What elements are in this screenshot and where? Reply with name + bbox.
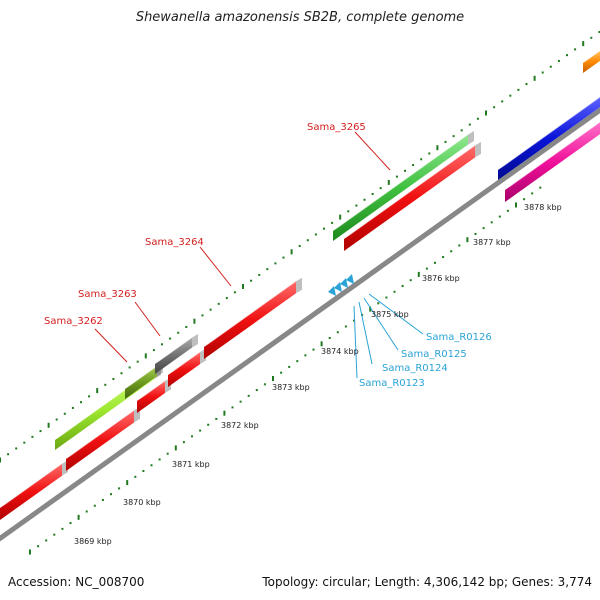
scale-label: 3876 kbp — [422, 274, 460, 283]
rna-label-sama-r0123: Sama_R0123 — [359, 378, 425, 389]
gene-bar-pink-top — [505, 122, 600, 190]
scale-label: 3875 kbp — [371, 310, 409, 319]
gene-bar-pink — [505, 122, 600, 202]
gene-bar-gray-end — [192, 333, 198, 348]
rna-label-sama-r0126: Sama_R0126 — [426, 332, 492, 343]
cds-bar-top — [168, 348, 206, 375]
cds-bar-top — [344, 141, 481, 239]
genome-backbone — [0, 107, 600, 542]
rna-marker — [340, 278, 348, 288]
gene-bar-green — [333, 134, 468, 241]
gene-label-sama-3263: Sama_3263 — [78, 289, 137, 300]
map-title: Shewanella amazonensis SB2B, complete ge… — [135, 10, 465, 25]
rna-marker — [328, 286, 336, 296]
gene-bar-olive-top — [125, 362, 163, 389]
gene-bar-blue-top — [498, 97, 600, 170]
scale-label: 3873 kbp — [272, 383, 310, 392]
cds-bar — [168, 352, 200, 387]
gene-bar-green-top — [333, 131, 474, 231]
cds-bar — [66, 410, 134, 471]
accession-text: Accession: NC_008700 — [8, 575, 145, 589]
scale-label: 3872 kbp — [221, 421, 259, 430]
rna-marker — [346, 274, 354, 284]
cds-bar-end — [475, 141, 481, 158]
gene-label-sama-3262: Sama_3262 — [44, 316, 103, 327]
gene-leaders — [94, 131, 391, 363]
rna-markers — [328, 274, 354, 296]
scale-label: 3870 kbp — [123, 498, 161, 507]
cds-bar-top — [66, 406, 140, 459]
cds-bar-top — [0, 460, 68, 508]
scale-label: 3871 kbp — [172, 460, 210, 469]
scale-label: 3877 kbp — [473, 238, 511, 247]
features — [0, 50, 600, 520]
gene-label-sama-3264: Sama_3264 — [145, 237, 204, 248]
rna-label-sama-r0125: Sama_R0125 — [401, 349, 467, 360]
tick-marks — [0, 31, 600, 555]
gene-bar-gray — [155, 337, 192, 374]
cds-bar — [137, 381, 165, 413]
genome-summary-text: Topology: circular; Length: 4,306,142 bp… — [262, 575, 592, 589]
gene-bar-gray-top — [155, 333, 198, 364]
cds-bar-top — [137, 377, 171, 401]
cds-bar-top — [204, 277, 302, 347]
rna-marker — [334, 282, 342, 292]
gene-bar-green-end — [468, 131, 474, 145]
gene-label-sama-3265: Sama_3265 — [307, 122, 366, 133]
scale-label: 3869 kbp — [74, 537, 112, 546]
gene-bar-olive — [125, 366, 157, 399]
scale-label: 3878 kbp — [524, 203, 562, 212]
cds-bar-end — [296, 277, 302, 294]
rna-label-sama-r0124: Sama_R0124 — [382, 363, 448, 374]
rna-leaders — [353, 293, 424, 379]
gene-bar-orange — [583, 50, 600, 73]
cds-bar — [204, 281, 296, 359]
scale-label: 3874 kbp — [321, 347, 359, 356]
gene-bar-orange-top — [583, 50, 600, 63]
gene-bar-blue — [498, 97, 600, 180]
cds-bar — [344, 145, 475, 251]
cds-bar — [0, 463, 62, 520]
